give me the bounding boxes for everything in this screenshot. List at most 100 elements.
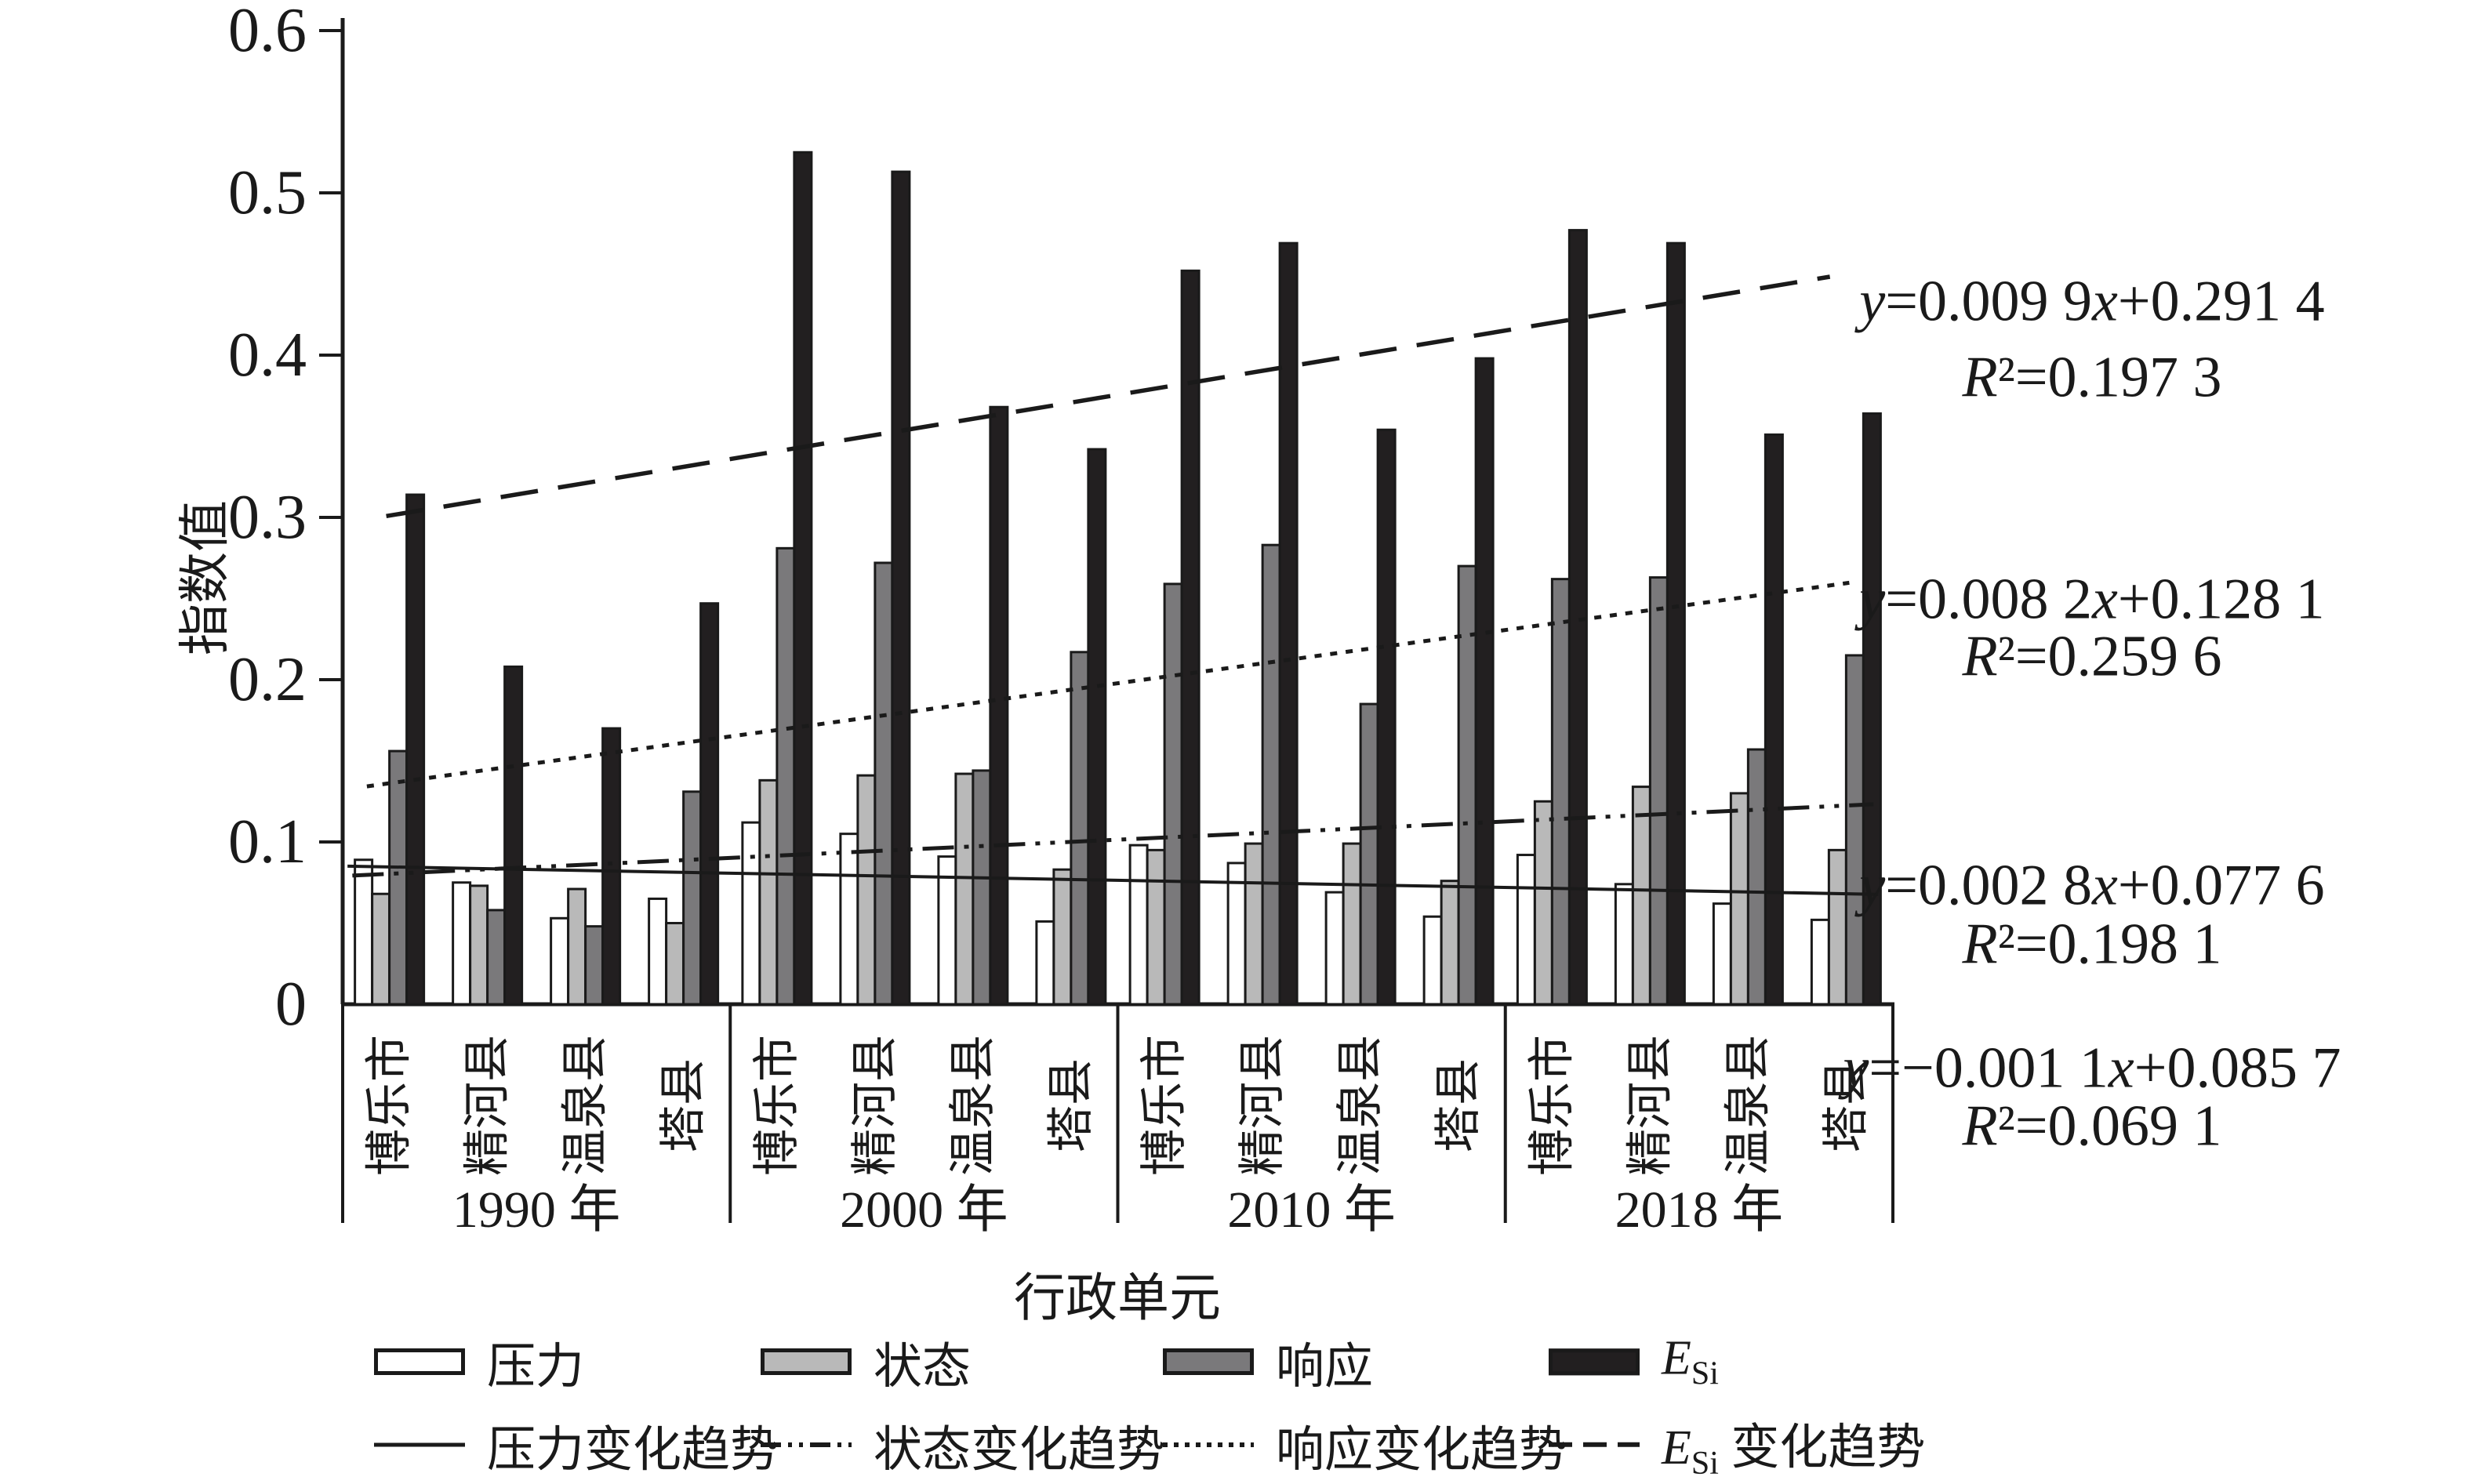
bar-状态-2000 年-精河县 <box>856 774 877 1006</box>
bar-响应-2018 年-塔县 <box>1844 654 1865 1006</box>
bar-压力-2010 年-精河县 <box>1226 862 1247 1006</box>
bar-E_Si-1990 年-温泉县 <box>601 727 622 1006</box>
trend-line-dashed <box>386 274 1831 519</box>
year-label: 2000 年 <box>840 1181 1008 1239</box>
legend-item-series: 状态 <box>761 1326 971 1397</box>
city-label: 博乐市 <box>1139 1035 1190 1176</box>
y-tick-label: 0.6 <box>228 0 307 65</box>
legend-label: 压力变化趋势 <box>487 1424 779 1477</box>
bar-响应-2018 年-温泉县 <box>1746 748 1767 1006</box>
y-axis-title: 指数值 <box>177 500 234 655</box>
bar-E_Si-2018 年-博乐市 <box>1567 229 1588 1006</box>
bar-压力-1990 年-博乐市 <box>354 858 374 1006</box>
legend-line-sample-dotted <box>1163 1442 1254 1447</box>
bar-E_Si-2000 年-温泉县 <box>989 405 1009 1006</box>
bar-压力-2000 年-博乐市 <box>741 821 761 1006</box>
city-label: 温泉县 <box>1722 1035 1774 1176</box>
year-label: 2010 年 <box>1227 1181 1396 1239</box>
bar-E_Si-2000 年-博乐市 <box>793 151 813 1006</box>
trend-line-dotted <box>366 580 1850 789</box>
bar-压力-1990 年-塔县 <box>648 897 668 1006</box>
bar-压力-2010 年-塔县 <box>1422 915 1443 1006</box>
city-label: 温泉县 <box>560 1035 612 1176</box>
bar-响应-1990 年-精河县 <box>486 909 507 1006</box>
y-tick-label: 0.4 <box>228 321 307 390</box>
city-label: 精河县 <box>1237 1035 1288 1176</box>
bar-E_Si-1990 年-博乐市 <box>405 493 426 1006</box>
legend-item-trend: 状态变化趋势 <box>761 1410 1165 1480</box>
bar-E_Si-1990 年-塔县 <box>699 602 720 1006</box>
legend-item-trend: 响应变化趋势 <box>1163 1410 1567 1480</box>
legend-label: 响应 <box>1276 1341 1374 1394</box>
bar-响应-2000 年-温泉县 <box>972 769 992 1006</box>
bar-状态-2018 年-塔县 <box>1827 848 1847 1006</box>
bar-压力-2018 年-塔县 <box>1810 918 1830 1006</box>
legend-item-trend: 压力变化趋势 <box>374 1410 779 1480</box>
y-tick-label: 0.1 <box>228 807 307 876</box>
bar-E_Si-2000 年-塔县 <box>1087 448 1107 1006</box>
bar-响应-2000 年-精河县 <box>874 561 894 1006</box>
bar-压力-2000 年-精河县 <box>839 833 859 1006</box>
trend-equation: y=−0.001 1x+0.085 7 <box>1843 1036 2341 1101</box>
legend-label: 响应变化趋势 <box>1276 1424 1568 1477</box>
city-label: 温泉县 <box>1335 1035 1386 1176</box>
bar-状态-2010 年-温泉县 <box>1342 842 1362 1006</box>
bar-E_Si-2010 年-温泉县 <box>1376 428 1397 1006</box>
city-label: 塔县 <box>658 1058 710 1152</box>
bar-响应-2018 年-精河县 <box>1648 576 1669 1006</box>
trend-r-squared: R²=0.069 1 <box>1962 1094 2222 1159</box>
trend-r-squared: R²=0.197 3 <box>1962 345 2222 410</box>
bar-状态-2010 年-博乐市 <box>1146 848 1166 1006</box>
legend-swatch <box>761 1348 852 1375</box>
legend-line-sample-solid <box>374 1442 465 1447</box>
bar-状态-2000 年-塔县 <box>1052 868 1073 1006</box>
legend-label: 状态 <box>874 1341 972 1394</box>
city-label: 精河县 <box>1624 1035 1676 1176</box>
bar-压力-1990 年-精河县 <box>452 881 472 1006</box>
bar-状态-2010 年-精河县 <box>1244 842 1264 1006</box>
bar-响应-1990 年-博乐市 <box>388 749 409 1006</box>
bar-响应-2010 年-精河县 <box>1261 543 1281 1006</box>
legend-line-sample-dashdotdot <box>761 1442 852 1447</box>
bar-E_Si-2018 年-塔县 <box>1862 412 1882 1006</box>
bar-响应-1990 年-温泉县 <box>584 925 605 1006</box>
bar-状态-2000 年-温泉县 <box>954 772 975 1006</box>
legend-label: 压力 <box>487 1341 585 1394</box>
legend-swatch <box>374 1348 465 1375</box>
bar-状态-1990 年-博乐市 <box>371 892 391 1006</box>
y-tick-label: 0.2 <box>228 645 307 714</box>
legend-label: ESi <box>1662 1331 1719 1392</box>
trend-line-solid <box>347 864 1879 896</box>
legend-line-sample-dashed <box>1549 1442 1640 1447</box>
bar-E_Si-2018 年-温泉县 <box>1764 433 1784 1006</box>
legend-item-series: 压力 <box>374 1326 584 1397</box>
trend-equation: y=0.008 2x+0.128 1 <box>1859 567 2325 632</box>
city-label: 塔县 <box>1820 1058 1872 1152</box>
year-label: 2018 年 <box>1615 1181 1784 1239</box>
city-label: 塔县 <box>1433 1058 1484 1152</box>
bar-压力-2018 年-温泉县 <box>1712 902 1732 1006</box>
bar-E_Si-2000 年-精河县 <box>891 170 911 1006</box>
bar-E_Si-2010 年-塔县 <box>1474 357 1495 1006</box>
legend-item-trend: ESi 变化趋势 <box>1549 1407 1925 1482</box>
bar-状态-2018 年-博乐市 <box>1533 800 1553 1006</box>
bar-压力-2010 年-温泉县 <box>1324 891 1345 1006</box>
city-label: 博乐市 <box>364 1035 416 1176</box>
bar-状态-2000 年-博乐市 <box>758 778 779 1006</box>
bar-响应-2000 年-博乐市 <box>776 546 796 1006</box>
bar-E_Si-2010 年-精河县 <box>1278 241 1299 1006</box>
city-label: 精河县 <box>462 1035 514 1176</box>
city-label: 博乐市 <box>751 1035 803 1176</box>
trend-equation: y=0.009 9x+0.291 4 <box>1859 269 2325 334</box>
bar-E_Si-2010 年-博乐市 <box>1180 269 1200 1006</box>
city-label: 精河县 <box>849 1035 901 1176</box>
bar-响应-2000 年-塔县 <box>1070 651 1090 1006</box>
year-label: 1990 年 <box>452 1181 621 1239</box>
bar-压力-2018 年-精河县 <box>1614 883 1634 1006</box>
bar-响应-1990 年-塔县 <box>682 790 703 1006</box>
bar-状态-1990 年-精河县 <box>469 884 489 1006</box>
bar-响应-2010 年-温泉县 <box>1359 702 1379 1006</box>
trend-r-squared: R²=0.259 6 <box>1962 624 2222 689</box>
bar-状态-2018 年-精河县 <box>1631 786 1651 1006</box>
